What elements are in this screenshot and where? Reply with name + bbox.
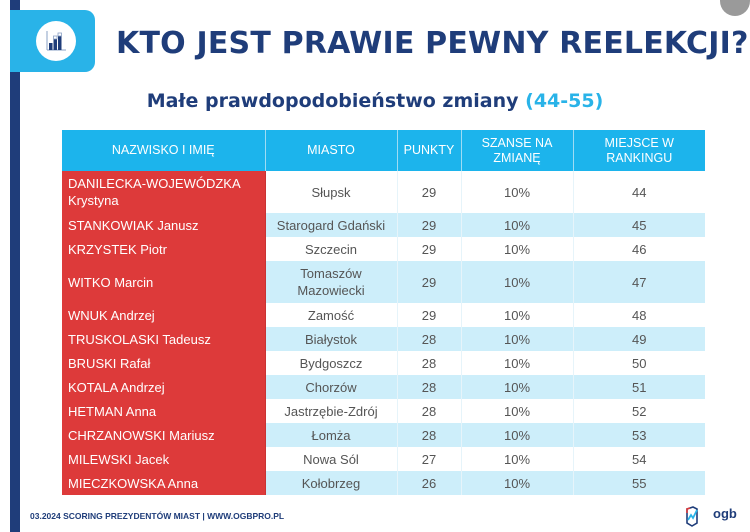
rank-cell: 48 [632, 307, 647, 323]
points-cell: 29 [397, 261, 462, 303]
chance-cell: 10% [461, 303, 574, 327]
column-header-city: MIASTO [265, 130, 398, 171]
chance-cell: 10% [461, 399, 574, 423]
chance-cell: 10% [461, 423, 574, 447]
chance-cell: 10% [461, 351, 574, 375]
city-cell: Białystok [265, 327, 398, 351]
subtitle-text: Małe prawdopodobieństwo zmiany [146, 90, 519, 112]
points-cell: 28 [397, 375, 462, 399]
rank-cell: 46 [632, 241, 647, 257]
city-cell: Tomaszów Mazowiecki [265, 261, 398, 303]
points-cell: 28 [397, 351, 462, 375]
points-cell: 28 [397, 399, 462, 423]
table-row: STANKOWIAK Janusz Starogard Gdański 29 10% 4… [62, 213, 705, 237]
table-row: DANILECKA-WOJEWÓDZKA Krystyna Słupsk 29 10%… [62, 171, 705, 213]
city-cell: Kołobrzeg [265, 471, 398, 495]
rank-cell: 44 [632, 184, 647, 200]
table-row: KOTALA Andrzej Chorzów 28 10% 51 [62, 375, 705, 399]
name-cell: TRUSKOLASKI Tadeusz [62, 327, 266, 351]
ogb-logo-icon [686, 506, 698, 527]
name-cell: CHRZANOWSKI Mariusz [62, 423, 266, 447]
logo-text: ogb [713, 506, 737, 521]
rank-cell: 55 [573, 471, 705, 495]
city-cell: Zamość [265, 303, 398, 327]
table-row: MILEWSKI Jacek Nowa Sól 27 10% 54 [62, 447, 705, 471]
name-cell: WNUK Andrzej [62, 303, 266, 327]
table-header-row: NAZWISKO I IMIĘ MIASTO PUNKTY SZANSE NA … [62, 130, 705, 171]
table-row: TRUSKOLASKI Tadeusz Białystok 28 10% 49 [62, 327, 705, 351]
name-cell: KOTALA Andrzej [62, 375, 266, 399]
column-header-points: PUNKTY [397, 130, 462, 171]
points-cell: 26 [397, 471, 462, 495]
chance-cell: 10% [461, 261, 574, 303]
city-cell: Szczecin [265, 237, 398, 261]
footer-text: 03.2024 SCORING PREZYDENTÓW MIAST | WWW.… [30, 511, 285, 521]
city-cell: Słupsk [265, 171, 398, 213]
points-cell: 29 [397, 237, 462, 261]
rank-cell: 47 [573, 261, 705, 303]
rank-cell: 49 [573, 327, 705, 351]
subtitle-range: (44-55) [525, 90, 604, 112]
rank-cell: 52 [632, 403, 647, 419]
city-cell: Łomża [265, 423, 398, 447]
table-row: WNUK Andrzej Zamość 29 10% 48 [62, 303, 705, 327]
name-cell: STANKOWIAK Janusz [62, 213, 266, 237]
chance-cell: 10% [461, 471, 574, 495]
left-accent-bar [10, 0, 20, 532]
bar-chart-icon [36, 21, 76, 61]
page-title: KTO JEST PRAWIE PEWNY REELEKCJI? [116, 26, 749, 61]
name-cell: DANILECKA-WOJEWÓDZKA Krystyna [62, 171, 266, 213]
table-row: BRUSKI Rafał Bydgoszcz 28 10% 50 [62, 351, 705, 375]
city-cell: Bydgoszcz [265, 351, 398, 375]
chance-cell: 10% [461, 375, 574, 399]
city-cell: Jastrzębie-Zdrój [265, 399, 398, 423]
column-header-name: NAZWISKO I IMIĘ [62, 130, 266, 171]
city-cell: Starogard Gdański [265, 213, 398, 237]
chance-cell: 10% [461, 171, 574, 213]
table-row: CHRZANOWSKI Mariusz Łomża 28 10% 53 [62, 423, 705, 447]
name-cell: MILEWSKI Jacek [62, 447, 266, 471]
page-subtitle: Małe prawdopodobieństwo zmiany (44-55) [0, 90, 750, 112]
table-row: HETMAN Anna Jastrzębie-Zdrój 28 10% 52 [62, 399, 705, 423]
column-header-chance: SZANSE NA ZMIANĘ [461, 130, 574, 171]
table-row: KRZYSTEK Piotr Szczecin 29 10% 46 [62, 237, 705, 261]
ranking-table: NAZWISKO I IMIĘ MIASTO PUNKTY SZANSE NA … [62, 130, 705, 495]
city-cell: Nowa Sól [265, 447, 398, 471]
name-cell: KRZYSTEK Piotr [62, 237, 266, 261]
rank-cell: 50 [632, 355, 647, 371]
points-cell: 28 [397, 327, 462, 351]
chance-cell: 10% [461, 213, 574, 237]
name-cell: BRUSKI Rafał [62, 351, 266, 375]
rank-cell: 53 [573, 423, 705, 447]
rank-cell: 51 [573, 375, 705, 399]
name-cell: WITKO Marcin [62, 261, 266, 303]
name-cell: HETMAN Anna [62, 399, 266, 423]
table-row: MIECZKOWSKA Anna Kołobrzeg 26 10% 55 [62, 471, 705, 495]
chance-cell: 10% [461, 447, 574, 471]
points-cell: 29 [397, 213, 462, 237]
points-cell: 28 [397, 423, 462, 447]
overlay-button[interactable] [720, 0, 750, 16]
chance-cell: 10% [461, 237, 574, 261]
city-cell: Chorzów [265, 375, 398, 399]
points-cell: 29 [397, 303, 462, 327]
points-cell: 27 [397, 447, 462, 471]
chance-cell: 10% [461, 327, 574, 351]
rank-cell: 54 [632, 451, 647, 467]
points-cell: 29 [397, 171, 462, 213]
name-cell: MIECZKOWSKA Anna [62, 471, 266, 495]
column-header-rank: MIEJSCE W RANKINGU [573, 130, 705, 171]
rank-cell: 45 [573, 213, 705, 237]
table-row: WITKO Marcin Tomaszów Mazowiecki 29 10% 47 [62, 261, 705, 303]
